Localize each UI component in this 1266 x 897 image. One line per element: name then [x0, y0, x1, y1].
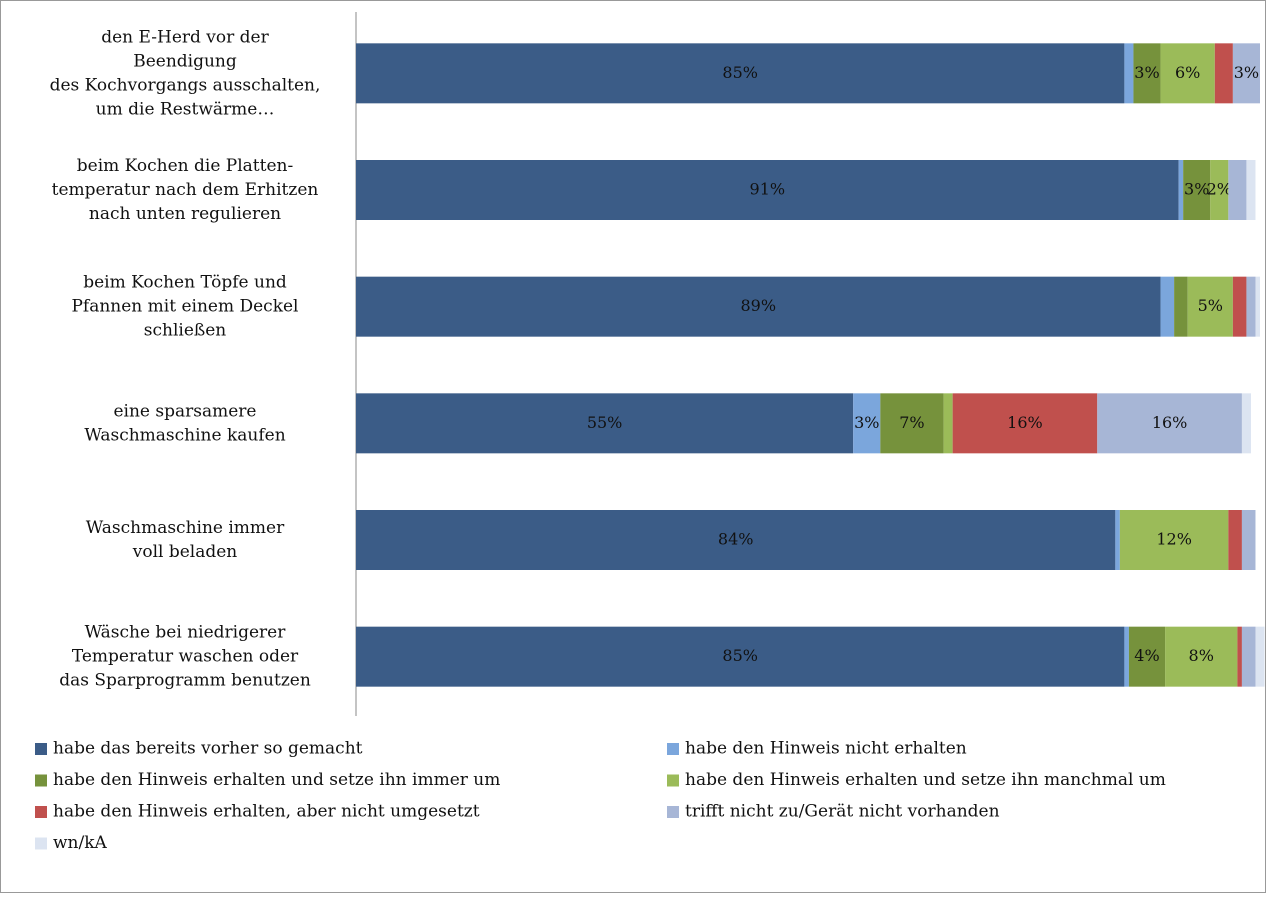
data-label: 5%	[1198, 296, 1223, 315]
bar-segment	[1232, 276, 1247, 337]
bar-segment	[356, 510, 1116, 570]
legend-swatch	[35, 774, 47, 787]
data-label: 3%	[854, 413, 879, 432]
category-label: Waschmaschine immer voll beladen	[86, 518, 285, 562]
bar-segment	[853, 393, 881, 454]
data-label: 8%	[1189, 646, 1214, 665]
bar-segment	[1174, 276, 1188, 337]
data-label: 55%	[587, 413, 623, 432]
data-label: 89%	[740, 296, 776, 315]
data-label: 84%	[718, 530, 754, 549]
bar-segment	[952, 393, 1098, 454]
legend-swatch	[35, 806, 47, 818]
legend-label: habe das bereits vorher so gemacht	[53, 739, 363, 759]
legend-label: wn/kA	[53, 833, 108, 853]
data-label: 85%	[722, 63, 758, 82]
bar-segment	[1241, 626, 1256, 687]
data-label: 12%	[1156, 530, 1192, 549]
data-label: 6%	[1175, 63, 1200, 82]
category-label: den E-Herd vor der Beendigung des Kochvorg…	[50, 27, 321, 119]
bar-segment	[1228, 510, 1242, 570]
data-label: 91%	[750, 180, 786, 199]
legend-swatch	[35, 837, 47, 850]
bar-segment	[1124, 626, 1129, 687]
bar-segment	[1124, 43, 1134, 104]
category-label: beim Kochen Töpfe und Pfannen mit einem D…	[71, 272, 298, 340]
data-label: 85%	[722, 646, 758, 665]
bar-segment	[1183, 160, 1211, 220]
bar-segment	[1210, 160, 1229, 220]
bar-segment	[1237, 626, 1242, 687]
bar-segment	[1128, 626, 1166, 687]
bar-segment	[356, 626, 1125, 687]
legend-swatch	[667, 806, 679, 818]
legend-label: habe den Hinweis erhalten, aber nicht um…	[53, 802, 480, 822]
bar-segment	[880, 393, 944, 454]
bar-segment	[1133, 43, 1161, 104]
bar-segment	[1119, 510, 1229, 570]
bar-segment	[1178, 160, 1184, 220]
legend-label: habe den Hinweis erhalten und setze ihn …	[53, 770, 500, 790]
bar-segment	[1165, 626, 1238, 687]
bar-segment	[356, 276, 1161, 337]
legend-label: habe den Hinweis erhalten und setze ihn …	[685, 770, 1166, 790]
bar-segment	[1246, 160, 1256, 220]
data-label: 3%	[1234, 63, 1259, 82]
bar-segment	[1214, 43, 1233, 104]
category-label: Wäsche bei niedrigerer Temperatur waschen…	[59, 622, 311, 690]
data-label: 16%	[1152, 413, 1188, 432]
data-label: 7%	[899, 413, 924, 432]
data-label: 2%	[1207, 180, 1232, 199]
data-label: 16%	[1007, 413, 1043, 432]
bar-segment	[1115, 510, 1120, 570]
bar-segment	[356, 160, 1179, 220]
bar-segment	[1241, 393, 1251, 454]
bar-segment	[1255, 276, 1260, 337]
legend-label: trifft nicht zu/Gerät nicht vorhanden	[685, 802, 1000, 822]
bar-segment	[1187, 276, 1233, 337]
legend-label: habe den Hinweis nicht erhalten	[685, 739, 967, 759]
category-label: eine sparsamere Waschmaschine kaufen	[84, 401, 285, 445]
bar-segment	[1241, 510, 1256, 570]
bar-segment	[1097, 393, 1242, 454]
bar-segment	[1255, 626, 1265, 687]
category-label: beim Kochen die Platten-temperatur nach …	[52, 156, 319, 224]
data-label: 3%	[1184, 180, 1209, 199]
bar-segment	[1160, 43, 1215, 104]
bar-segment	[1246, 276, 1256, 337]
bar-segment	[943, 393, 953, 454]
legend-swatch	[667, 743, 679, 755]
bar-segment	[1232, 43, 1260, 104]
bar-segment	[356, 393, 854, 454]
legend-swatch	[667, 774, 679, 787]
bar-segment	[1228, 160, 1247, 220]
data-label: 3%	[1134, 63, 1159, 82]
bar-segment	[1160, 276, 1175, 337]
data-label: 4%	[1134, 646, 1159, 665]
bar-segment	[356, 43, 1125, 104]
legend-swatch	[35, 743, 47, 755]
